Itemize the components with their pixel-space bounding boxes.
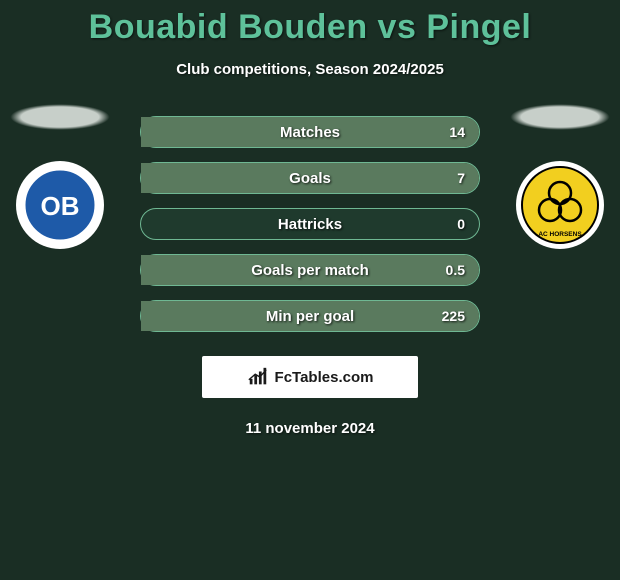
player-right-column: AC HORSENS [500, 104, 620, 250]
stat-bar: Hattricks 0 [140, 208, 480, 240]
club-logo-left: OB [15, 160, 105, 250]
svg-text:AC HORSENS: AC HORSENS [538, 231, 582, 238]
club-logo-right: AC HORSENS [515, 160, 605, 250]
stat-label: Goals [289, 170, 331, 187]
stat-bar: Matches 14 [140, 116, 480, 148]
stat-bar: Min per goal 225 [140, 300, 480, 332]
brand-text: FcTables.com [275, 369, 374, 386]
horsens-logo-icon: AC HORSENS [515, 160, 605, 250]
page-subtitle: Club competitions, Season 2024/2025 [0, 61, 620, 78]
stat-value-right: 225 [442, 308, 465, 324]
svg-text:OB: OB [41, 191, 80, 221]
ob-logo-icon: OB [15, 160, 105, 250]
stat-value-right: 14 [449, 124, 465, 140]
bar-chart-icon [247, 366, 269, 388]
page-title: Bouabid Bouden vs Pingel [0, 0, 620, 47]
footer-date: 11 november 2024 [0, 420, 620, 437]
stat-label: Goals per match [251, 262, 369, 279]
stat-bar: Goals 7 [140, 162, 480, 194]
player-left-column: OB [0, 104, 120, 250]
stat-bars: Matches 14 Goals 7 Hattricks 0 Goals per match… [140, 116, 480, 332]
stat-value-right: 0 [457, 216, 465, 232]
shadow-ellipse [10, 104, 110, 130]
shadow-ellipse [510, 104, 610, 130]
stat-label: Hattricks [278, 216, 342, 233]
comparison-panel: OB AC HORSENS Matches 14 Goals 7 Hattricks 0 G… [0, 116, 620, 437]
stat-value-right: 7 [457, 170, 465, 186]
stat-value-right: 0.5 [446, 262, 465, 278]
stat-label: Matches [280, 124, 340, 141]
brand-box: FcTables.com [202, 356, 418, 398]
stat-bar: Goals per match 0.5 [140, 254, 480, 286]
stat-label: Min per goal [266, 308, 354, 325]
